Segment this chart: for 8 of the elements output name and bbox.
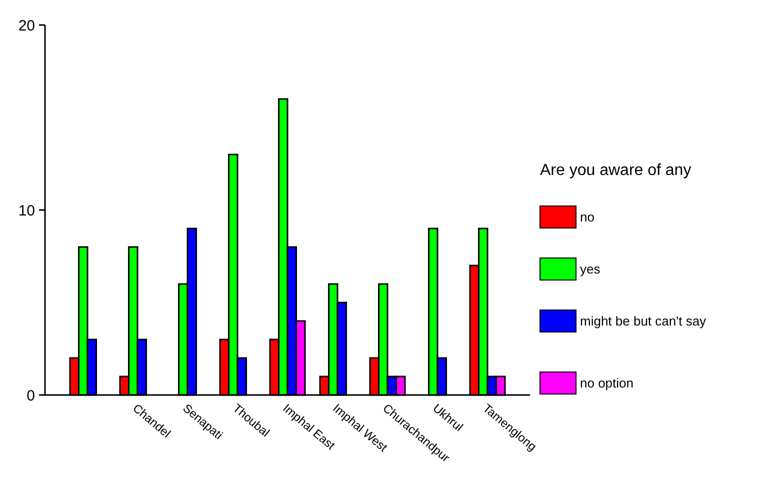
y-tick-label: 10 [18,202,35,220]
y-tick-label: 20 [18,17,35,34]
legend-label: might be but can't say [580,314,707,329]
legend-title: Are you aware of any [540,162,692,179]
y-tick-label: 0 [26,387,35,404]
legend-label: no option [580,376,634,391]
legend-label: yes [580,262,601,277]
legend-label: no [580,210,594,225]
